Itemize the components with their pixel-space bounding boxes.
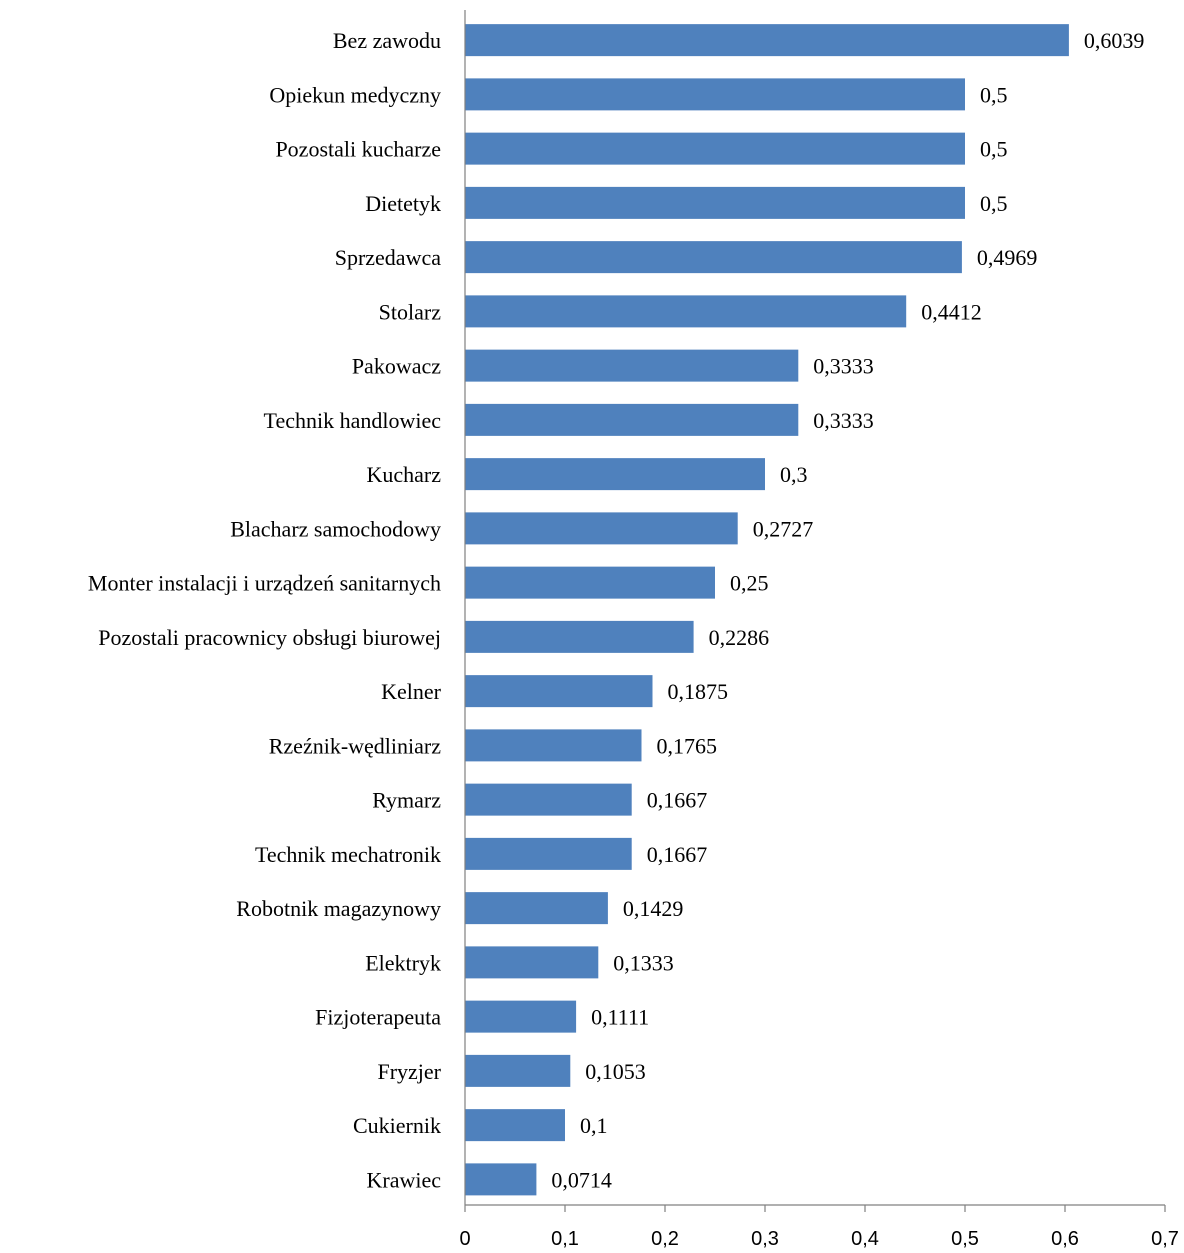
value-label-krawiec: 0,0714	[551, 1167, 612, 1192]
bar-fizjoterapeuta	[465, 1000, 577, 1033]
value-label-technik-handlowiec: 0,3333	[813, 408, 874, 433]
bar-rymarz	[465, 783, 632, 816]
value-label-pozostali-pracownicy-obslugi-biurowej: 0,2286	[709, 625, 770, 650]
category-label-rzeznik-wedliniarz: Rzeźnik-wędliniarz	[269, 733, 441, 758]
category-label-opiekun-medyczny: Opiekun medyczny	[269, 82, 441, 107]
bar-cukiernik	[465, 1109, 565, 1142]
value-labels-group: 0,6039 0,5 0,5 0,5 0,4969 0,4412 0,3333 0,3333 0…	[551, 28, 1144, 1192]
x-tick-label-6: 0,6	[1051, 1228, 1079, 1250]
x-tick-label-7: 0,7	[1151, 1228, 1179, 1250]
value-label-sprzedawca: 0,4969	[977, 245, 1038, 270]
value-label-kelner: 0,1875	[668, 679, 729, 704]
value-label-monter-instalacji-i-urzadzen-sanitarnych: 0,25	[730, 571, 769, 596]
category-label-robotnik-magazynowy: Robotnik magazynowy	[236, 896, 441, 921]
value-label-dietetyk: 0,5	[980, 191, 1008, 216]
x-tick-label-3: 0,3	[751, 1228, 779, 1250]
bar-bez-zawodu	[465, 24, 1069, 57]
value-label-pakowacz: 0,3333	[813, 354, 874, 379]
value-label-technik-mechatronik: 0,1667	[647, 842, 708, 867]
category-label-stolarz: Stolarz	[379, 299, 442, 324]
category-label-pakowacz: Pakowacz	[352, 354, 441, 379]
value-label-cukiernik: 0,1	[580, 1113, 608, 1138]
category-label-monter-instalacji-i-urzadzen-sanitarnych: Monter instalacji i urządzeń sanitarnych	[88, 571, 441, 596]
value-label-fryzjer: 0,1053	[585, 1059, 646, 1084]
category-label-pozostali-pracownicy-obslugi-biurowej: Pozostali pracownicy obsługi biurowej	[98, 625, 441, 650]
bar-stolarz	[465, 295, 907, 328]
x-tick-label-2: 0,2	[651, 1228, 679, 1250]
category-label-cukiernik: Cukiernik	[353, 1113, 441, 1138]
value-label-stolarz: 0,4412	[921, 299, 982, 324]
bar-kucharz	[465, 458, 765, 491]
category-label-elektryk: Elektryk	[365, 950, 441, 975]
bars-group	[465, 24, 1069, 1196]
bar-pozostali-pracownicy-obslugi-biurowej	[465, 620, 694, 653]
bar-robotnik-magazynowy	[465, 892, 608, 925]
value-label-elektryk: 0,1333	[613, 950, 674, 975]
bar-krawiec	[465, 1163, 537, 1196]
value-label-blacharz-samochodowy: 0,2727	[753, 516, 814, 541]
bar-elektryk	[465, 946, 599, 979]
category-label-fizjoterapeuta: Fizjoterapeuta	[315, 1005, 441, 1030]
category-label-technik-mechatronik: Technik mechatronik	[255, 842, 441, 867]
category-label-krawiec: Krawiec	[366, 1167, 441, 1192]
axes-group	[464, 10, 1165, 1206]
bar-pozostali-kucharze	[465, 132, 965, 165]
category-label-technik-handlowiec: Technik handlowiec	[264, 408, 442, 433]
category-label-bez-zawodu: Bez zawodu	[333, 28, 441, 53]
category-label-dietetyk: Dietetyk	[365, 191, 441, 216]
category-labels-group: Bez zawodu Opiekun medyczny Pozostali kuch…	[88, 28, 442, 1192]
category-label-blacharz-samochodowy: Blacharz samochodowy	[230, 516, 441, 541]
bar-blacharz-samochodowy	[465, 512, 738, 545]
value-label-bez-zawodu: 0,6039	[1084, 28, 1145, 53]
category-label-rymarz: Rymarz	[372, 788, 441, 813]
bar-opiekun-medyczny	[465, 78, 965, 111]
value-label-opiekun-medyczny: 0,5	[980, 82, 1008, 107]
x-tick-label-4: 0,4	[851, 1228, 879, 1250]
value-label-rymarz: 0,1667	[647, 788, 708, 813]
category-label-pozostali-kucharze: Pozostali kucharze	[275, 137, 441, 162]
bar-kelner	[465, 675, 653, 708]
bar-dietetyk	[465, 186, 965, 219]
value-label-pozostali-kucharze: 0,5	[980, 137, 1008, 162]
bar-sprzedawca	[465, 241, 962, 274]
bar-pakowacz	[465, 349, 799, 382]
x-tick-label-5: 0,5	[951, 1228, 979, 1250]
bar-rzeznik-wedliniarz	[465, 729, 642, 762]
category-label-kucharz: Kucharz	[366, 462, 441, 487]
value-label-kucharz: 0,3	[780, 462, 808, 487]
category-label-sprzedawca: Sprzedawca	[335, 245, 442, 270]
value-label-robotnik-magazynowy: 0,1429	[623, 896, 684, 921]
bar-monter-instalacji-i-urzadzen-sanitarnych	[465, 566, 715, 599]
x-ticks-group: 0 0,1 0,2 0,3 0,4 0,5 0,6 0,7	[459, 1205, 1179, 1250]
bar-technik-mechatronik	[465, 837, 632, 870]
value-label-rzeznik-wedliniarz: 0,1765	[657, 733, 718, 758]
bar-technik-handlowiec	[465, 403, 799, 436]
x-tick-label-1: 0,1	[551, 1228, 579, 1250]
x-tick-label-0: 0	[459, 1228, 470, 1250]
bar-fryzjer	[465, 1054, 571, 1087]
category-label-fryzjer: Fryzjer	[377, 1059, 441, 1084]
category-label-kelner: Kelner	[381, 679, 442, 704]
value-label-fizjoterapeuta: 0,1111	[591, 1005, 649, 1030]
